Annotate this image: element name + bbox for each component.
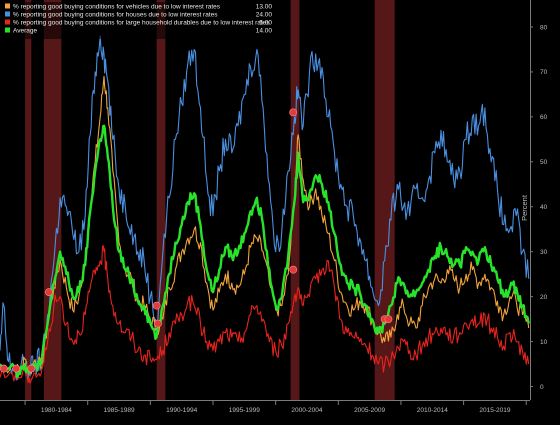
recession-band	[25, 0, 32, 400]
axes: 0 10 20 30 40 50 60 70 80 1980-1984 1985-1989 1990-…	[0, 0, 548, 414]
event-marker	[27, 364, 36, 373]
legend: % reporting good buying conditions for v…	[2, 2, 276, 39]
y-tick-label: 60	[540, 114, 548, 121]
event-marker	[12, 364, 21, 373]
legend-box	[2, 2, 276, 39]
legend-swatch	[5, 3, 10, 9]
y-tick-label: 50	[540, 159, 548, 166]
legend-label: % reporting good buying conditions for h…	[13, 12, 218, 19]
event-marker	[289, 265, 298, 274]
legend-label: % reporting good buying conditions for l…	[13, 20, 270, 27]
series-line	[0, 124, 530, 378]
legend-swatch	[5, 27, 10, 33]
event-marker	[384, 315, 393, 324]
legend-value: 13.00	[256, 4, 273, 11]
event-marker	[153, 319, 162, 328]
event-marker	[44, 288, 53, 297]
series-line	[0, 35, 530, 382]
event-marker	[289, 108, 298, 117]
recession-band	[43, 0, 62, 400]
y-tick-label: 40	[540, 204, 548, 211]
legend-label: % reporting good buying conditions for v…	[13, 4, 221, 11]
y-tick-label: 80	[540, 24, 548, 31]
x-tick-label: 2015-2019	[479, 407, 510, 414]
x-tick-label: 2010-2014	[417, 407, 448, 414]
y-tick-label: 30	[540, 249, 548, 256]
legend-value: 14.00	[256, 28, 273, 35]
event-markers	[0, 108, 393, 373]
legend-value: 24.00	[256, 12, 273, 19]
x-tick-label: 1980-1984	[41, 407, 72, 414]
series-line	[0, 245, 530, 384]
legend-value: 5.00	[259, 20, 272, 27]
series-lines	[0, 35, 530, 384]
x-tick-label: 2000-2004	[291, 407, 322, 414]
x-tick-label: 1995-1999	[229, 407, 260, 414]
y-tick-label: 70	[540, 69, 548, 76]
legend-label: Average	[13, 28, 37, 35]
legend-swatch	[5, 19, 10, 25]
legend-swatch	[5, 11, 10, 17]
recession-band	[156, 0, 166, 400]
x-tick-label: 1990-1994	[166, 407, 197, 414]
x-tick-label: 1985-1989	[103, 407, 134, 414]
y-axis-label: Percent	[520, 194, 529, 221]
y-tick-label: 10	[540, 339, 548, 346]
y-tick-label: 0	[540, 384, 544, 391]
x-tick-label: 2005-2009	[354, 407, 385, 414]
y-tick-label: 20	[540, 294, 548, 301]
event-marker	[0, 364, 8, 373]
event-marker	[152, 301, 161, 310]
